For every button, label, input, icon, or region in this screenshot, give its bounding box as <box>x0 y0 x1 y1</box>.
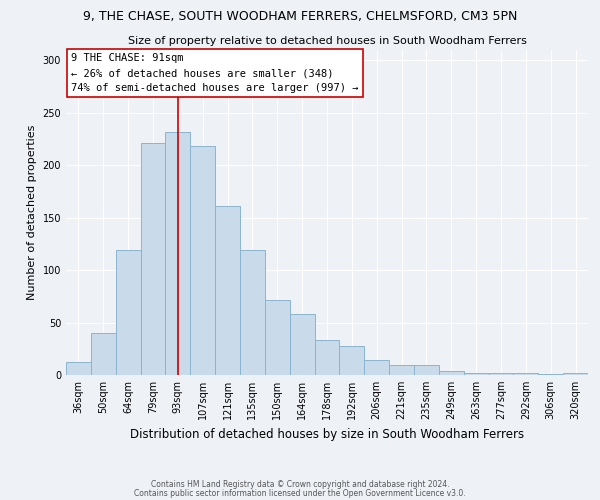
Bar <box>66 362 91 375</box>
Bar <box>364 360 389 375</box>
Text: Contains public sector information licensed under the Open Government Licence v3: Contains public sector information licen… <box>134 489 466 498</box>
X-axis label: Distribution of detached houses by size in South Woodham Ferrers: Distribution of detached houses by size … <box>130 428 524 440</box>
Bar <box>265 300 290 375</box>
Bar <box>166 132 190 375</box>
Bar <box>140 144 166 375</box>
Bar <box>340 346 364 375</box>
Bar <box>314 340 340 375</box>
Bar <box>240 250 265 375</box>
Bar <box>563 373 588 375</box>
Bar <box>464 373 488 375</box>
Text: Contains HM Land Registry data © Crown copyright and database right 2024.: Contains HM Land Registry data © Crown c… <box>151 480 449 489</box>
Bar <box>116 250 140 375</box>
Text: 9 THE CHASE: 91sqm
← 26% of detached houses are smaller (348)
74% of semi-detach: 9 THE CHASE: 91sqm ← 26% of detached hou… <box>71 53 359 93</box>
Bar <box>389 364 414 375</box>
Text: 9, THE CHASE, SOUTH WOODHAM FERRERS, CHELMSFORD, CM3 5PN: 9, THE CHASE, SOUTH WOODHAM FERRERS, CHE… <box>83 10 517 23</box>
Title: Size of property relative to detached houses in South Woodham Ferrers: Size of property relative to detached ho… <box>128 36 526 46</box>
Bar <box>190 146 215 375</box>
Bar <box>91 333 116 375</box>
Y-axis label: Number of detached properties: Number of detached properties <box>27 125 37 300</box>
Bar <box>514 373 538 375</box>
Bar <box>439 371 464 375</box>
Bar <box>414 364 439 375</box>
Bar <box>488 373 514 375</box>
Bar <box>215 206 240 375</box>
Bar <box>538 374 563 375</box>
Bar <box>290 314 314 375</box>
